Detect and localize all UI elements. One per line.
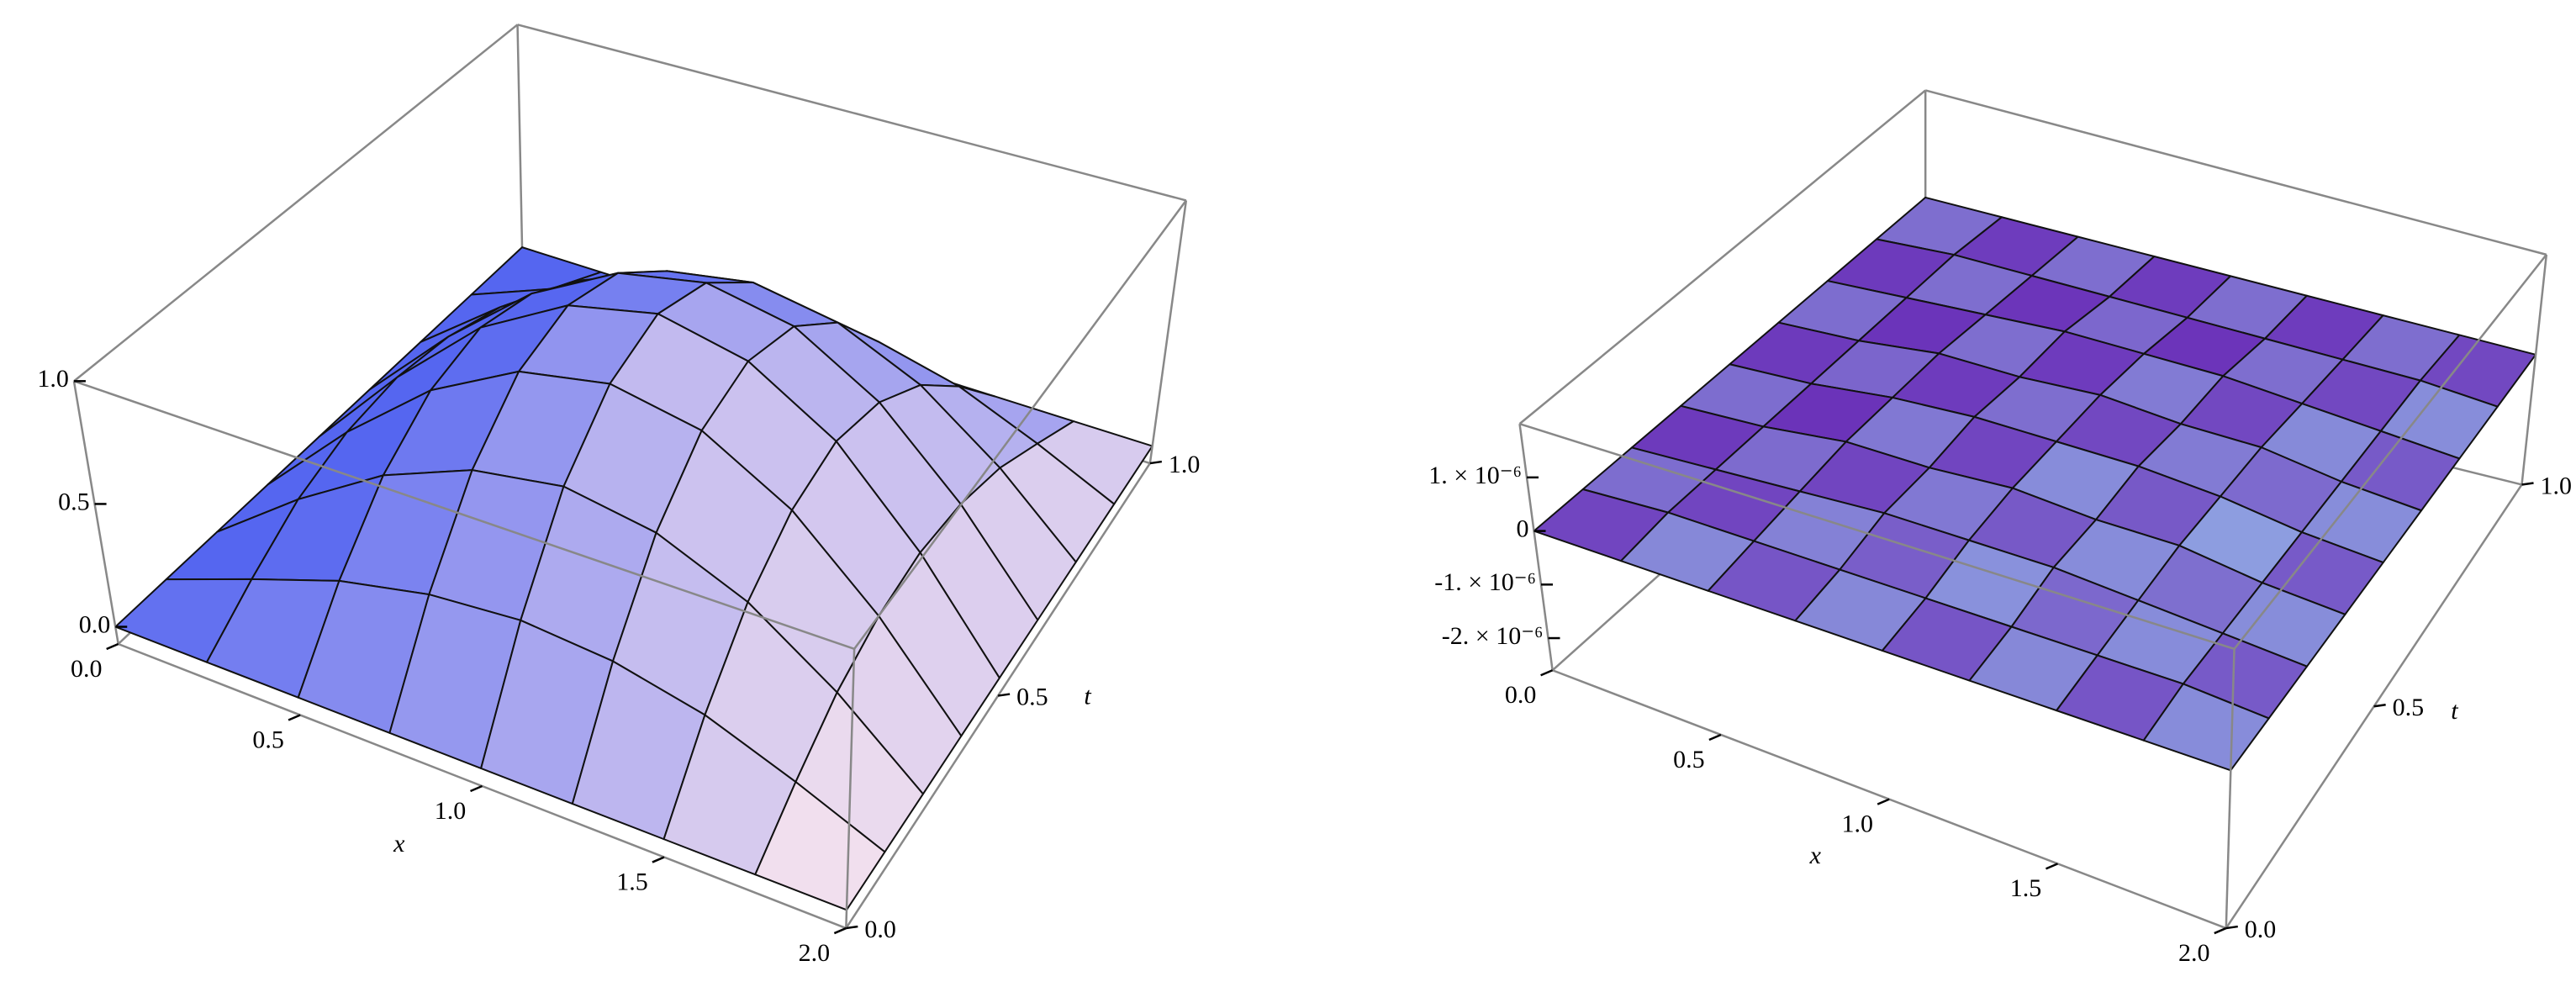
box-edge: [73, 24, 519, 383]
x-tick-label: 1.0: [1841, 810, 1873, 838]
z-tick-label: 0: [1517, 515, 1529, 542]
x-tick: [106, 642, 119, 651]
x-tick-label: 1.5: [2010, 874, 2042, 902]
z-tick-label: -2. × 10⁻⁶: [1442, 622, 1544, 650]
z-tick-label: 0.0: [79, 610, 111, 638]
x-tick: [288, 714, 301, 721]
z-tick-label: 0.5: [58, 488, 90, 515]
y-tick-label: 1.0: [1169, 451, 1201, 478]
z-tick-label: 1.0: [37, 365, 69, 393]
x-tick: [2214, 926, 2227, 935]
y-axis-label: t: [2451, 697, 2458, 725]
x-tick-label: 2.0: [2178, 939, 2210, 967]
x-axis-label: x: [393, 830, 405, 858]
x-axis-label: x: [1809, 842, 1822, 869]
box-edge: [2225, 648, 2236, 929]
y-tick-label: 0.5: [2393, 694, 2425, 721]
surface-patch: [2142, 683, 2270, 772]
x-tick: [2045, 863, 2058, 870]
y-tick: [2521, 482, 2534, 486]
surface-patch: [754, 781, 886, 911]
box-edge: [853, 199, 1187, 650]
y-tick-label: 0.0: [864, 916, 896, 943]
y-tick: [997, 693, 1011, 697]
box-edge: [516, 24, 524, 263]
x-tick: [833, 926, 847, 935]
x-tick-label: 2.0: [799, 939, 831, 967]
x-tick: [1708, 733, 1722, 742]
box-edge: [1518, 423, 1554, 671]
box-edge: [1924, 89, 2547, 256]
x-tick-label: 0.0: [71, 655, 103, 683]
box-edge: [845, 648, 856, 929]
box-edge: [72, 381, 119, 645]
y-tick: [846, 925, 858, 930]
x-tick: [1877, 798, 1890, 805]
x-tick-label: 1.0: [435, 797, 467, 825]
z-tick-label: -1. × 10⁻⁶: [1434, 568, 1536, 596]
box-edge: [1518, 89, 1926, 425]
y-axis-label: t: [1084, 682, 1091, 710]
box-edge: [1519, 422, 2235, 651]
box-edge: [2521, 254, 2548, 485]
x-tick-label: 1.5: [616, 868, 648, 895]
x-tick: [470, 784, 483, 793]
x-tick-label: 0.0: [1505, 681, 1537, 709]
y-tick-label: 0.0: [2245, 916, 2277, 943]
y-tick: [2225, 925, 2238, 930]
x-tick: [652, 856, 665, 863]
x-tick: [1540, 669, 1554, 677]
y-tick-label: 0.5: [1016, 683, 1048, 710]
box-edge: [1148, 200, 1188, 464]
y-tick: [2373, 704, 2386, 708]
box-edge: [2233, 254, 2547, 650]
y-tick: [1149, 460, 1163, 465]
box-edge: [517, 24, 1187, 202]
x-tick-label: 0.5: [252, 726, 284, 753]
y-tick-label: 1.0: [2541, 472, 2573, 499]
z-tick-label: 1. × 10⁻⁶: [1428, 462, 1522, 489]
x-tick-label: 0.5: [1673, 746, 1705, 773]
box-edge: [73, 380, 855, 651]
